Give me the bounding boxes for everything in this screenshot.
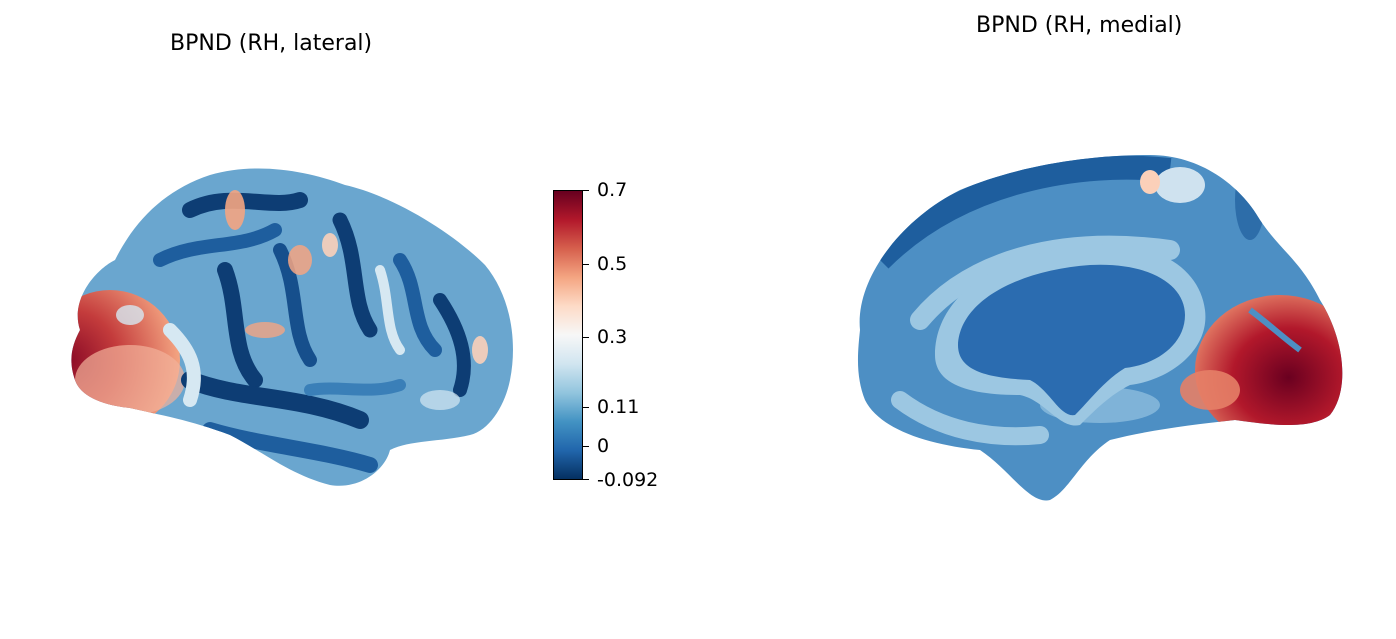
colorbar-tick-label: 0.3 <box>597 326 628 348</box>
lateral-panel-title: BPND (RH, lateral) <box>170 31 373 56</box>
colorbar-tick <box>583 337 589 338</box>
colorbar-tick <box>583 479 589 480</box>
colorbar-tick-label: 0 <box>597 435 610 457</box>
colorbar-tick <box>583 446 589 447</box>
colorbar-tick-label: 0.5 <box>597 253 628 275</box>
medial-panel-title: BPND (RH, medial) <box>976 13 1183 38</box>
colorbar-tick-label: 0.7 <box>597 179 628 201</box>
colorbar-tick-label: -0.092 <box>597 469 659 491</box>
colorbar-tick <box>583 264 589 265</box>
brain-surface-medial <box>857 155 1343 501</box>
colorbar-tick <box>583 190 589 191</box>
brain-surface-lateral <box>71 168 513 486</box>
colorbar <box>553 190 583 480</box>
colorbar-tick-label: 0.11 <box>597 396 640 418</box>
colorbar-tick <box>583 407 589 408</box>
